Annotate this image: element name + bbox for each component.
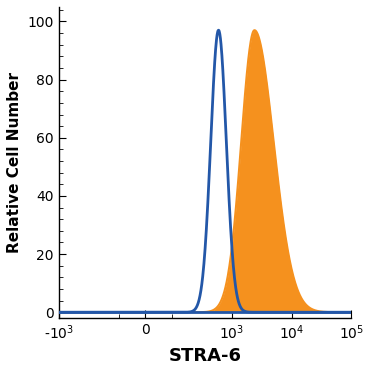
- X-axis label: STRA-6: STRA-6: [168, 347, 242, 365]
- Y-axis label: Relative Cell Number: Relative Cell Number: [7, 72, 22, 253]
